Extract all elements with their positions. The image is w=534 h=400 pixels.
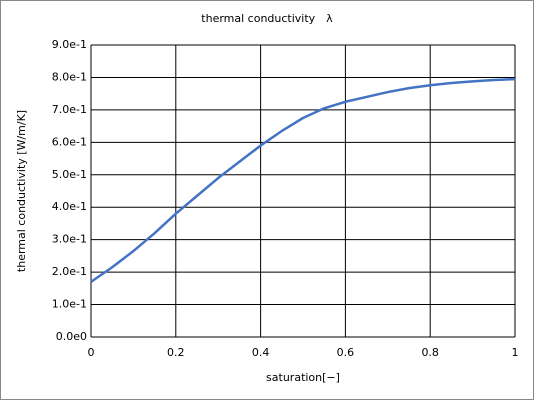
x-tick-label: 0.6: [337, 346, 355, 359]
y-tick-label: 0.0e0: [56, 330, 87, 343]
y-tick-label: 3.0e-1: [52, 233, 87, 246]
y-tick-label: 2.0e-1: [52, 265, 87, 278]
y-tick-label: 7.0e-1: [52, 103, 87, 116]
y-tick-label: 6.0e-1: [52, 135, 87, 148]
x-tick-label: 0.4: [252, 346, 270, 359]
data-line: [90, 77, 516, 283]
chart-title: thermal conductivity λ: [201, 12, 333, 25]
y-axis-label: thermal conductivity [W/m/K]: [15, 110, 28, 272]
y-tick-label: 1.0e-1: [52, 298, 87, 311]
x-tick-label: 0.8: [421, 346, 439, 359]
x-tick-label: 0.2: [167, 346, 185, 359]
x-tick-label: 1: [512, 346, 519, 359]
x-tick-label: 0: [88, 346, 95, 359]
y-tick-label: 8.0e-1: [52, 70, 87, 83]
y-tick-label: 9.0e-1: [52, 38, 87, 51]
y-tick-label: 4.0e-1: [52, 200, 87, 213]
x-axis-label: saturation[−]: [266, 371, 340, 384]
y-tick-label: 5.0e-1: [52, 168, 87, 181]
